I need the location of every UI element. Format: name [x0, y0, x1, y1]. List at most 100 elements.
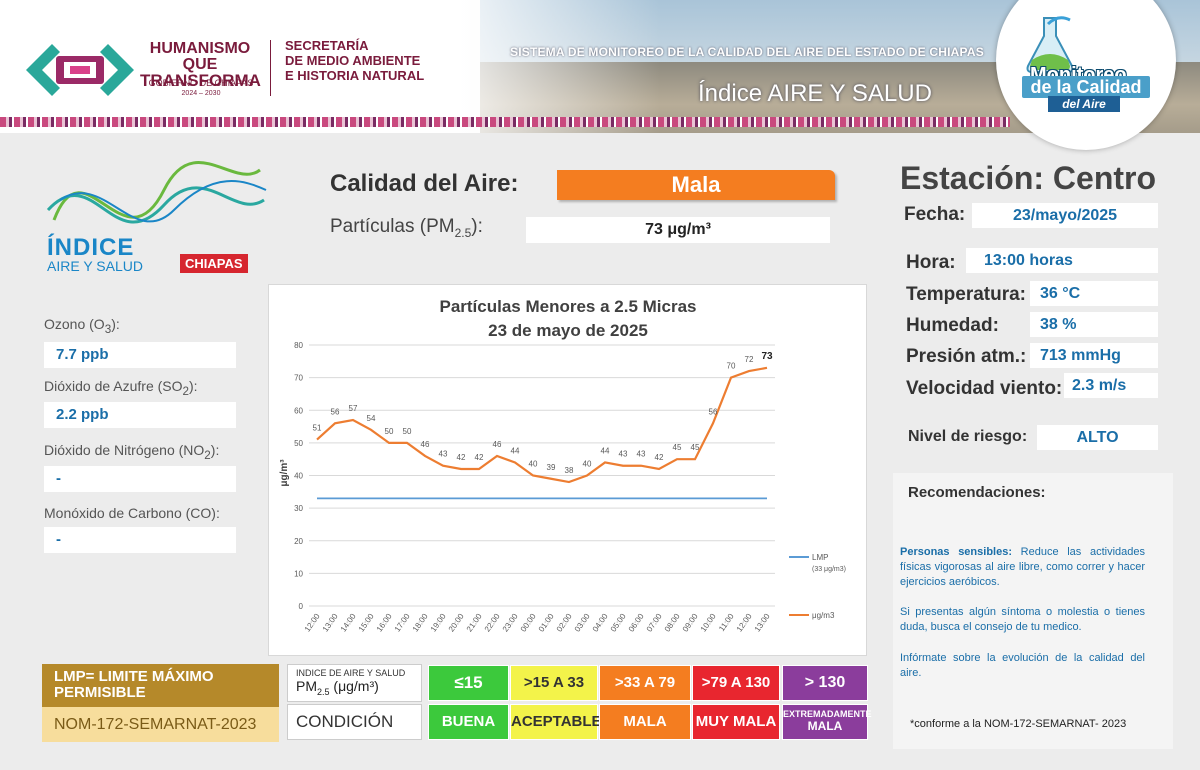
air-quality-label: Calidad del Aire: [330, 170, 519, 197]
chart-y-tick-label: 60 [294, 406, 303, 415]
condition-header: CONDICIÓN [287, 704, 422, 740]
chart-x-tick-label: 02:00 [555, 612, 574, 634]
chart-x-tick-label: 06:00 [627, 612, 646, 634]
lmp-title: LMP= LIMITE MÁXIMO PERMISIBLE [42, 664, 279, 707]
chart-y-tick-label: 20 [294, 537, 303, 546]
chart-x-tick-label: 12:00 [303, 612, 322, 634]
chart-data-label: 42 [655, 453, 664, 462]
chart-data-label: 42 [475, 453, 484, 462]
scale-range-very-bad: >79 A 130 [692, 665, 780, 701]
chart-data-label: 40 [529, 460, 538, 469]
chart-data-label: 40 [583, 460, 592, 469]
condition-very-bad: MUY MALA [692, 704, 780, 740]
chart-x-tick-label: 16:00 [375, 612, 394, 634]
monitoreo-subtitle-2: del Aire [1048, 96, 1120, 112]
time-label: Hora: [906, 252, 956, 273]
pm25-chart-svg: Partículas Menores a 2.5 Micras 23 de ma… [279, 297, 846, 634]
pollutant-label-co: Monóxido de Carbono (CO): [44, 505, 220, 521]
chart-x-tick-label: 13:00 [321, 612, 340, 634]
chart-x-tick-label: 20:00 [447, 612, 466, 634]
chart-y-tick-label: 10 [294, 569, 303, 578]
secretaria-title: SECRETARÍA DE MEDIO AMBIENTE E HISTORIA … [285, 38, 425, 83]
scale-range-acceptable: >15 A 33 [510, 665, 598, 701]
chart-x-tick-label: 05:00 [609, 612, 628, 634]
chart-data-label: 42 [457, 453, 466, 462]
pollutant-label-ozone: Ozono (O3): [44, 316, 120, 336]
chart-data-label: 73 [761, 351, 773, 362]
recommendation-symptoms: Si presentas algún síntoma o molestia o … [900, 606, 1145, 633]
chart-x-tick-label: 09:00 [681, 612, 700, 634]
pollutant-value-so2: 2.2 ppb [44, 402, 236, 428]
chart-data-label: 50 [385, 427, 394, 436]
scale-range-extreme: > 130 [782, 665, 868, 701]
banner-fade [420, 0, 660, 133]
chart-x-tick-label: 11:00 [717, 612, 736, 634]
condition-good: BUENA [428, 704, 509, 740]
scale-range-good: ≤15 [428, 665, 509, 701]
scale-range-bad: >33 A 79 [599, 665, 691, 701]
chart-x-tick-label: 01:00 [537, 612, 556, 634]
chart-x-tick-label: 18:00 [411, 612, 430, 634]
recommendations-title: Recomendaciones: [908, 484, 1046, 501]
chart-data-label: 54 [367, 414, 376, 423]
chart-data-label: 43 [637, 450, 646, 459]
air-quality-value: Mala [557, 170, 835, 200]
pollutant-value-co: - [44, 527, 236, 553]
condition-extreme: EXTREMADAMENTE MALA [782, 704, 872, 740]
chart-x-tick-label: 17:00 [393, 612, 412, 634]
chart-x-tick-label: 21:00 [465, 612, 484, 634]
chart-y-tick-label: 50 [294, 439, 303, 448]
pollutant-value-no2: - [44, 466, 236, 492]
pm25-label: Partículas (PM2.5): [330, 216, 483, 240]
flask-icon [1026, 16, 1074, 73]
chart-x-tick-label: 00:00 [519, 612, 538, 634]
monitoreo-badge [996, 0, 1176, 150]
chart-data-label: 51 [313, 424, 322, 433]
risk-value: ALTO [1037, 425, 1158, 450]
chart-data-label: 43 [619, 450, 628, 459]
condition-bad: MALA [599, 704, 691, 740]
chart-y-tick-label: 40 [294, 472, 303, 481]
brand-years: 2024 – 2030 [181, 90, 221, 97]
header-divider [270, 40, 271, 96]
nom-reference: NOM-172-SEMARNAT-2023 [42, 707, 279, 742]
index-banner-title: Índice AIRE Y SALUD [698, 80, 932, 107]
station-title: Estación: Centro [900, 160, 1157, 196]
chart-data-label: 57 [349, 404, 358, 413]
humidity-label: Humedad: [906, 315, 999, 336]
chart-x-tick-label: 03:00 [573, 612, 592, 634]
pressure-label: Presión atm.: [906, 346, 1027, 367]
pollutant-value-ozone: 7.7 ppb [44, 342, 236, 368]
chart-y-axis-label: μg/m³ [279, 459, 290, 487]
chart-data-label: 38 [565, 466, 574, 475]
chart-x-tick-label: 07:00 [645, 612, 664, 634]
wind-speed-value: 2.3 m/s [1064, 373, 1158, 398]
chart-data-label: 43 [439, 450, 448, 459]
indice-logo-title: ÍNDICE [47, 234, 135, 261]
brand-subtitle: GOBIERNO DE CHIAPAS [148, 78, 254, 88]
recommendation-inform: Infórmate sobre la evolución de la calid… [900, 652, 1145, 679]
decorative-textile-border [0, 117, 1010, 127]
indice-aire-salud-logo-icon [46, 161, 267, 224]
chart-x-tick-label: 15:00 [357, 612, 376, 634]
pm25-value: 73 μg/m³ [526, 217, 830, 243]
pressure-value: 713 mmHg [1030, 343, 1158, 368]
monitoreo-subtitle: de la Calidad [1022, 76, 1150, 98]
chart-x-tick-label: 04:00 [591, 612, 610, 634]
legend-label-lmp: LMP [812, 553, 828, 562]
condition-acceptable: ACEPTABLE [510, 704, 602, 740]
date-label: Fecha: [904, 204, 966, 225]
chart-data-label: 46 [421, 440, 430, 449]
chart-x-tick-label: 19:00 [429, 612, 448, 634]
chart-x-tick-label: 08:00 [663, 612, 682, 634]
chart-y-tick-label: 80 [294, 341, 303, 350]
chart-title: Partículas Menores a 2.5 Micras [439, 297, 696, 316]
indice-logo-subtitle: AIRE Y SALUD [47, 258, 143, 274]
time-value: 13:00 horas [966, 248, 1158, 273]
chart-data-label: 45 [673, 443, 682, 452]
chart-data-label: 56 [709, 407, 718, 416]
chart-y-tick-label: 30 [294, 504, 303, 513]
brand-title: HUMANISMO QUE TRANSFORMA [140, 40, 261, 90]
humidity-value: 38 % [1030, 312, 1158, 337]
chart-data-label: 45 [691, 443, 700, 452]
